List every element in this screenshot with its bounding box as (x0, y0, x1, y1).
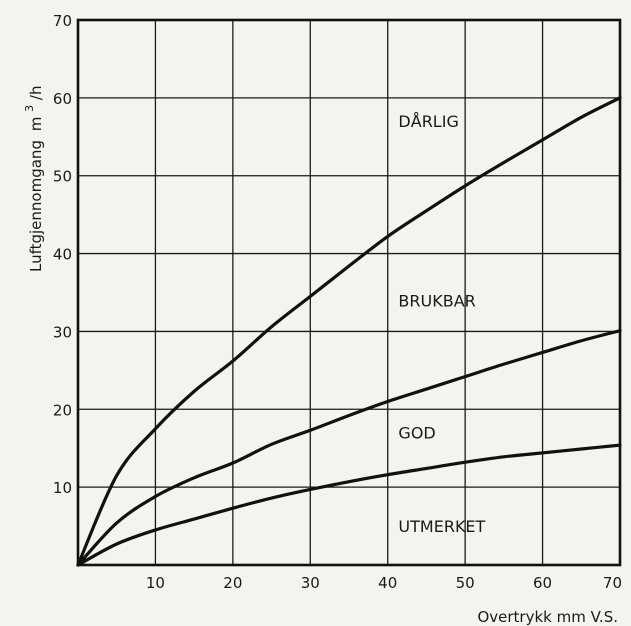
curves (76, 96, 622, 567)
region-labels: DÅRLIG BRUKBAR GOD UTMERKET (398, 112, 485, 536)
tick-labels: 10 20 30 40 50 60 70 10 20 30 40 50 60 70 (53, 12, 622, 592)
y-tick-label: 60 (53, 90, 72, 108)
y-tick-label: 20 (53, 401, 72, 419)
y-axis-label-text: Luftgjennomgang (27, 140, 45, 272)
y-tick-label: 70 (53, 12, 72, 30)
svg-text:Luftgjennomgang m: Luftgjennomgang m 3 /h (19, 86, 45, 273)
y-axis-unit-exponent: 3 (23, 105, 36, 112)
y-axis-unit-m: m (27, 117, 45, 132)
x-tick-label: 20 (223, 574, 242, 592)
region-label: BRUKBAR (398, 291, 475, 310)
boundary-curve-1 (76, 96, 622, 567)
y-tick-label: 40 (53, 246, 72, 264)
y-tick-label: 50 (53, 168, 72, 186)
x-tick-label: 10 (146, 574, 165, 592)
x-tick-label: 50 (456, 574, 475, 592)
y-axis-unit-per-hour: /h (27, 86, 45, 101)
x-tick-label: 60 (533, 574, 552, 592)
region-label: UTMERKET (398, 517, 485, 536)
x-tick-label: 40 (378, 574, 397, 592)
plot-frame (76, 18, 622, 567)
x-axis-title: Overtrykk mm V.S. (477, 608, 618, 626)
boundary-curve-3 (76, 443, 622, 567)
region-label: DÅRLIG (398, 112, 458, 131)
x-tick-label: 70 (603, 574, 622, 592)
region-label: GOD (398, 424, 435, 443)
x-tick-label: 30 (301, 574, 320, 592)
y-tick-label: 30 (53, 323, 72, 341)
y-axis-title: Luftgjennomgang m 3 /h (19, 86, 45, 273)
y-tick-label: 10 (53, 479, 72, 497)
boundary-curve-2 (76, 329, 622, 567)
